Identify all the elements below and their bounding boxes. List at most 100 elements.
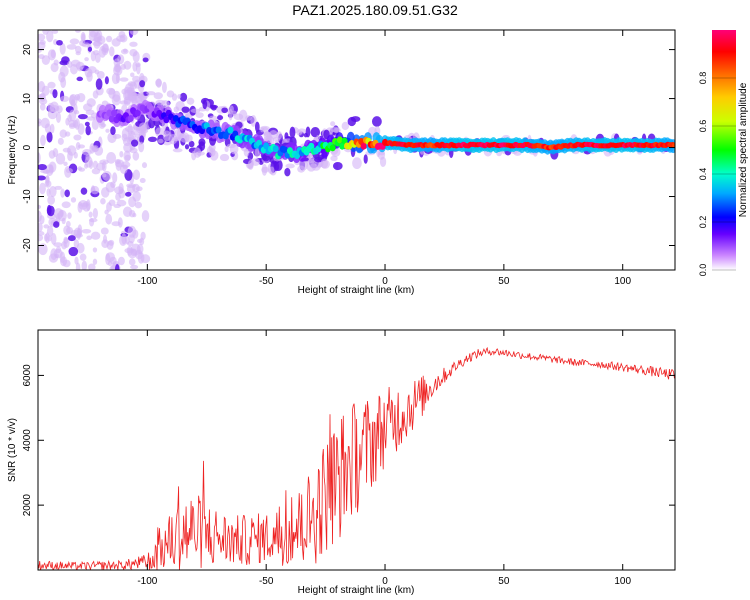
spectrogram-noise-blob [38,210,42,223]
spectrogram-ridge-point [134,109,141,117]
spectrogram-noise-blob [57,137,64,145]
spectrogram-noise-blob [332,161,343,171]
snr-frame [37,329,676,571]
spectrogram-x-ticks: -100 -50 0 50 100 [137,30,631,287]
colorbar-tick-label: 0.2 [698,216,708,229]
spectrogram-noise-blob [141,210,150,222]
snr-y-label: SNR (10 * v/v) [7,418,18,482]
spectrogram-noise-blob [101,160,107,172]
spectrogram-frame [37,29,676,271]
spectrogram-noise-blob [75,142,81,151]
spectrogram-noise-blob [168,134,178,145]
spectrogram-noise-blob [352,157,362,170]
spectrogram-noise-blob [114,186,124,195]
spectrogram-noise-blob [67,150,73,162]
spectrogram-y-tick-label: 20 [22,44,33,56]
spectrogram-noise-blob [110,126,116,136]
spectrogram-noise-blob [310,126,321,138]
spectrogram-noise-blob [38,222,43,233]
spectrogram-noise-blob [127,89,135,96]
spectrogram-noise-blob [126,184,136,194]
spectrogram-noise-blob [104,76,109,85]
spectrogram-noise-blob [81,33,86,44]
spectrogram-noise-blob [63,161,68,167]
spectrogram-noise-blob [155,78,162,88]
snr-x-tick-label: 0 [382,576,388,587]
spectrogram-noise-blob [39,182,46,195]
spectrogram-noise-blob [45,175,50,187]
spectrogram-x-tick-label: 100 [614,276,631,287]
spectrogram-noise-blob [119,164,128,175]
spectrogram-x-label: Height of straight line (km) [298,285,415,296]
spectrogram-noise-blob [70,59,81,67]
spectrogram-noise-blob [38,164,47,171]
spectrogram-x-tick-label: 50 [498,276,510,287]
spectrogram-noise-blob [59,43,66,55]
spectrogram-noise-blob [92,208,98,219]
colorbar-tick-label: 0.8 [698,72,708,85]
spectrogram-noise-blob [75,51,81,56]
spectrogram-noise-blob [114,159,121,165]
spectrogram-noise-blob [142,57,149,63]
spectrogram-noise-blob [38,175,47,181]
spectrogram-ridge-point [360,142,367,150]
spectrogram-noise-blob [84,121,90,127]
spectrogram-noise-blob [76,76,84,82]
spectrogram-noise-blob [188,140,195,148]
spectrogram-noise-blob [130,264,139,270]
spectrogram-noise-blob [75,262,81,270]
spectrogram-noise-blob [147,136,158,143]
spectrogram-noise-blob [42,30,49,35]
spectrogram-noise-blob [221,107,228,114]
spectrogram-noise-blob [132,51,140,63]
spectrogram-noise-blob [79,253,87,261]
spectrogram-noise-blob [47,109,58,120]
snr-x-label: Height of straight line (km) [298,585,415,596]
spectrogram-ridge-point [172,114,179,122]
spectrogram-noise-blob [202,99,208,110]
spectrogram-noise-blob [55,153,66,165]
spectrogram-noise-blob [126,245,133,256]
spectrogram-noise-blob [228,108,233,121]
spectrogram-noise-blob [83,103,93,112]
spectrogram-noise-blob [135,186,143,192]
colorbar-gradient [712,30,736,270]
spectrogram-noise-blob [88,263,96,270]
spectrogram-noise-blob [47,195,55,205]
snr-panel: -100 -50 0 50 100 2000 4000 6000 Height of str… [7,329,676,596]
spectrogram-noise-blob [195,112,204,118]
spectrogram-noise-blob [123,142,133,153]
spectrogram-noise-blob [289,126,296,139]
spectrogram-noise-blob [90,185,100,195]
spectrogram-noise-blob [59,95,70,102]
spectrogram-noise-blob [53,242,63,248]
spectrogram-noise-blob [113,204,121,209]
spectrogram-ridge-point [163,116,170,124]
spectrogram-noise-blob [40,134,46,147]
spectrogram-noise-blob [38,81,46,93]
spectrogram-noise-blob [123,150,131,162]
spectrogram-noise-blob [296,129,303,136]
spectrogram-noise-blob [157,138,164,144]
spectrogram-noise-blob [250,115,257,127]
spectrogram-noise-blob [135,249,143,260]
spectrogram-noise-blob [88,30,99,38]
spectrogram-noise-blob [379,156,387,168]
spectrogram-noise-blob [238,109,248,122]
spectrogram-noise-blob [70,197,77,203]
snr-x-tick-label: -50 [259,576,274,587]
spectrogram-noise-blob [67,212,72,220]
spectrogram-noise-blob [100,197,106,205]
spectrogram-noise-blob [74,233,83,238]
snr-x-ticks: -100 -50 0 50 100 [137,330,631,587]
spectrogram-noise-blob [38,231,45,236]
spectrogram-noise-blob [60,76,67,89]
spectrogram-noise-blob [61,241,67,250]
spectrogram-noise-blob [43,224,50,229]
spectrogram-noise-blob [101,239,109,249]
spectrogram-noise-blob [106,152,117,164]
spectrogram-noise-blob [81,260,87,270]
spectrogram-noise-blob [48,150,56,159]
spectrogram-noise-blob [224,145,229,153]
spectrogram-noise-blob [86,199,91,212]
